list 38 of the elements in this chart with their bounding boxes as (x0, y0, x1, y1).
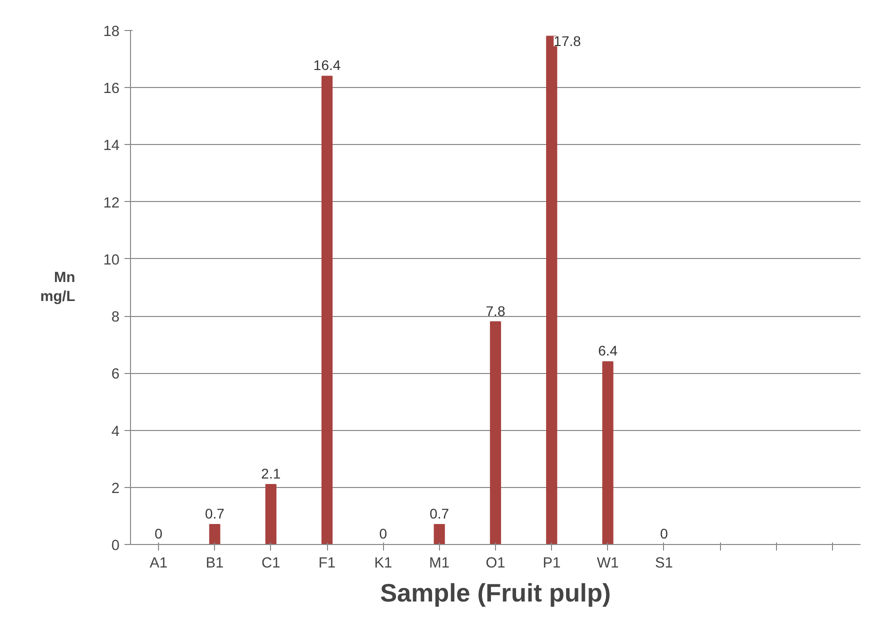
data-label: 2.1 (261, 466, 281, 482)
data-label: 0 (154, 526, 163, 542)
data-label: 0.7 (430, 506, 450, 522)
y-tick-label: 4 (111, 424, 120, 440)
x-axis-title: Sample (Fruit pulp) (380, 580, 611, 608)
data-label: 6.4 (598, 342, 618, 359)
bar (434, 524, 445, 544)
y-axis-title: Mn mg/L (40, 270, 76, 306)
data-label: 16.4 (313, 57, 341, 74)
y-tick-label: 10 (103, 252, 120, 268)
x-tick-label: C1 (262, 556, 280, 572)
x-tick-label: S1 (655, 556, 673, 572)
x-tick-label: F1 (318, 556, 336, 572)
data-label: 17.8 (554, 33, 582, 50)
y-tick-label: 18 (103, 24, 120, 40)
data-label: 0.7 (205, 506, 225, 522)
x-tick-label: O1 (486, 556, 506, 572)
x-tick-label: K1 (374, 556, 392, 572)
y-tick-label: 8 (111, 310, 120, 326)
data-label: 7.8 (486, 302, 506, 319)
x-tick-label: P1 (542, 556, 561, 572)
x-tick-label: W1 (596, 556, 619, 572)
y-tick-label: 2 (111, 480, 120, 497)
bar (321, 76, 333, 544)
bar (602, 361, 614, 544)
x-tick-label: B1 (206, 556, 224, 572)
data-label: 0 (379, 526, 388, 542)
y-tick-label: 0 (111, 538, 120, 554)
x-tick-label: A1 (150, 556, 168, 572)
y-tick-label: 6 (111, 366, 120, 383)
bar (490, 321, 502, 544)
x-tick-label: M1 (429, 556, 450, 572)
y-tick-label: 16 (103, 81, 120, 98)
bar (265, 484, 276, 544)
data-label: 0 (660, 526, 668, 542)
y-tick-label: 12 (103, 195, 120, 212)
bar (209, 524, 220, 544)
y-tick-label: 14 (103, 138, 120, 154)
